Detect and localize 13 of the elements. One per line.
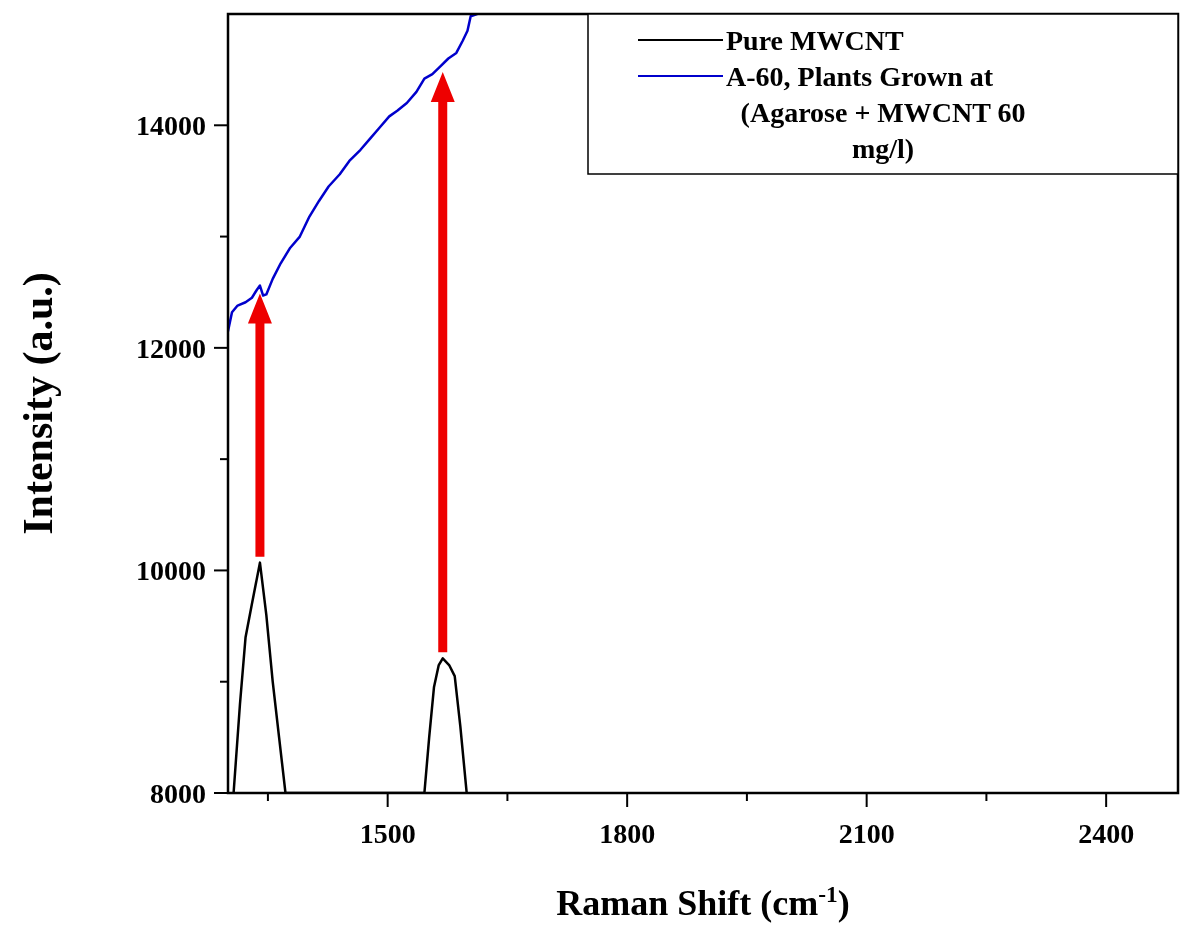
y-axis-title: Intensity (a.u.) xyxy=(15,272,62,535)
x-tick-label: 1800 xyxy=(599,818,656,849)
y-tick-label: 8000 xyxy=(150,778,206,809)
x-tick-label: 2400 xyxy=(1078,818,1135,849)
y-tick-label: 14000 xyxy=(136,110,206,142)
y-tick-label: 12000 xyxy=(136,332,206,364)
legend-label: A-60, Plants Grown at (Agarose + MWCNT 60 mg/l) xyxy=(726,61,1026,164)
x-tick-label: 1500 xyxy=(359,818,416,849)
legend-label: Pure MWCNT xyxy=(726,25,904,56)
x-axis-title: Raman Shift (cm$^{-1}$) xyxy=(556,881,850,923)
line-series xyxy=(228,14,479,333)
y-tick-label: 10000 xyxy=(136,555,206,587)
x-tick-label: 2100 xyxy=(838,818,895,849)
